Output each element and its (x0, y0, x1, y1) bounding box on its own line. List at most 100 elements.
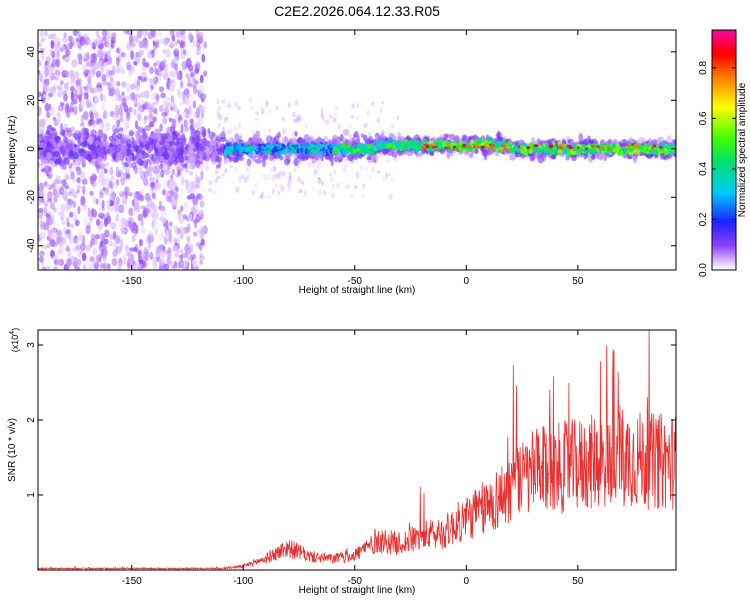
spectrogram-cell (187, 76, 191, 83)
spectrogram-cell (248, 146, 254, 154)
spectrogram-cell (38, 162, 41, 168)
spectrogram-cell (38, 188, 44, 198)
spectrogram-cell (396, 115, 400, 120)
spectrogram-cell (238, 176, 242, 183)
spectrogram-cell (55, 210, 61, 215)
spectrogram-cell (54, 76, 59, 81)
spectrogram-cell (91, 66, 96, 73)
snr-y-tick-label: 2 (26, 417, 37, 423)
spectrogram-cell (237, 122, 242, 129)
spectrogram-cell (52, 241, 58, 247)
spectrogram-cell (46, 243, 51, 249)
spectrogram-cell (72, 191, 78, 199)
spectrogram-cell (619, 150, 624, 156)
spectrogram-cell (81, 185, 86, 195)
colorbar-tick-label: 0.8 (698, 61, 709, 75)
spectrogram-cell (109, 200, 114, 207)
spectrogram-cell (311, 148, 318, 154)
spectrogram-y-tick-label: -20 (26, 190, 37, 205)
spectrogram-cell (139, 165, 143, 175)
spectrogram-cell (234, 133, 240, 141)
spectrogram-cell (74, 130, 80, 138)
snr-line (38, 330, 676, 570)
spectrogram-cell (156, 182, 160, 187)
spectrogram-x-label: Height of straight line (km) (299, 285, 416, 296)
spectrogram-cell (65, 229, 70, 235)
spectrogram-cell (106, 263, 111, 269)
spectrogram-cell (194, 63, 199, 70)
spectrogram-cell (105, 81, 111, 86)
spectrogram-cell (130, 223, 134, 232)
spectrogram-cell (332, 184, 335, 188)
spectrogram-cell (103, 255, 107, 263)
spectrogram-cell (186, 195, 192, 200)
spectrogram-cell (187, 82, 193, 87)
spectrogram-cell (667, 135, 672, 144)
spectrogram-cell (148, 159, 152, 166)
spectrogram-cell (97, 256, 103, 263)
spectrogram-x-tick-label: -150 (122, 276, 142, 287)
spectrogram-cell (101, 36, 107, 41)
spectrogram-cell (124, 161, 129, 168)
spectrogram-cell (534, 146, 539, 152)
spectrogram-cell (93, 61, 97, 72)
spectrogram-cell (101, 133, 108, 141)
spectrogram-cell (168, 79, 172, 85)
spectrogram-cell (55, 70, 61, 81)
spectrogram-cell (134, 167, 140, 174)
spectrogram-cell (283, 136, 289, 144)
spectrogram-cell (171, 199, 178, 208)
spectrogram-cell (90, 233, 96, 241)
spectrogram-cell (642, 148, 648, 153)
spectrogram-cell (195, 48, 201, 56)
spectrogram-cell (51, 227, 58, 233)
spectrogram-cell (232, 157, 239, 163)
spectrogram-cell (103, 110, 107, 119)
spectrogram-cell (630, 143, 635, 146)
spectrogram-cell (218, 111, 221, 116)
spectrogram-cell (83, 85, 88, 91)
spectrogram-cell (67, 35, 73, 42)
colorbar-ticks: 0.00.20.40.60.8 (698, 61, 736, 277)
spectrogram-cell (227, 146, 233, 151)
spectrogram-cell (97, 226, 101, 235)
spectrogram-cell (126, 30, 132, 36)
spectrogram-cell (237, 105, 241, 111)
spectrogram-cell (352, 148, 357, 154)
spectrogram-cell (197, 123, 201, 128)
spectrogram-cell (185, 51, 190, 57)
spectrogram-x-tick-label: 50 (572, 276, 584, 287)
spectrogram-cell (77, 30, 81, 37)
spectrogram-cell (64, 175, 70, 181)
spectrogram-cell (207, 145, 214, 154)
spectrogram-cell (643, 146, 648, 150)
spectrogram-cell (77, 205, 81, 215)
spectrogram-cell (217, 122, 221, 129)
spectrogram-cell (118, 94, 122, 102)
spectrogram-cell (165, 97, 171, 103)
spectrogram-cell (615, 145, 621, 152)
spectrogram-cell (94, 112, 99, 119)
spectrogram-cell (100, 232, 104, 242)
spectrogram-cell (414, 147, 420, 153)
spectrogram-cell (47, 191, 53, 202)
spectrogram-cell (54, 43, 59, 53)
spectrogram-cell (39, 73, 43, 83)
spectrogram-cell (221, 99, 226, 104)
spectrogram-cell (198, 31, 204, 38)
spectrogram-cell (565, 154, 570, 161)
spectrogram-cell (38, 262, 41, 269)
spectrogram-cell (265, 149, 272, 155)
spectrogram-cell (65, 232, 69, 239)
spectrogram-cell (484, 139, 489, 146)
spectrogram-cell (38, 42, 42, 48)
spectrogram-cell (114, 88, 121, 97)
spectrogram-cell (159, 205, 166, 212)
spectrogram-cell (346, 139, 353, 146)
spectrogram-cell (52, 266, 59, 270)
spectrogram-cell (203, 137, 207, 146)
spectrogram-cell (585, 147, 588, 151)
spectrogram-cell (46, 215, 50, 226)
spectrogram-cell (76, 189, 80, 194)
spectrogram-cell (169, 83, 175, 92)
